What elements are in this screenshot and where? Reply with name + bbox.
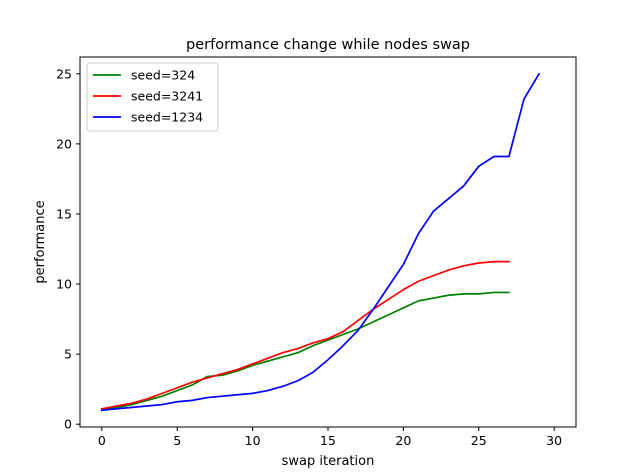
y-tick-label: 5 — [64, 347, 72, 362]
y-axis-label: performance — [33, 200, 48, 283]
plot-area — [100, 72, 541, 412]
y-tick-label: 0 — [64, 417, 72, 432]
series-line-3 — [100, 72, 541, 412]
y-tick-label: 20 — [56, 136, 72, 151]
x-axis-label: swap iteration — [282, 454, 375, 469]
legend: seed=324 seed=3241 seed=1234 — [86, 62, 219, 132]
x-tick-label: 15 — [320, 433, 336, 448]
y-axis: 0 5 10 15 20 25 — [56, 66, 80, 432]
x-tick-label: 5 — [173, 433, 181, 448]
y-tick-label: 10 — [56, 277, 72, 292]
y-tick-label: 15 — [56, 206, 72, 221]
legend-box — [86, 62, 219, 132]
x-tick-label: 25 — [471, 433, 487, 448]
x-tick-label: 0 — [98, 433, 106, 448]
legend-label: seed=3241 — [131, 89, 203, 104]
legend-label: seed=1234 — [131, 110, 203, 125]
series-line-1 — [100, 291, 510, 412]
y-tick-label: 25 — [56, 66, 72, 81]
x-tick-label: 10 — [245, 433, 261, 448]
x-tick-label: 20 — [395, 433, 411, 448]
legend-label: seed=324 — [131, 68, 195, 83]
chart-title: performance change while nodes swap — [186, 37, 470, 53]
series-line-2 — [100, 260, 510, 410]
x-tick-label: 30 — [546, 433, 562, 448]
x-axis: 0 5 10 15 20 25 30 — [98, 427, 562, 448]
